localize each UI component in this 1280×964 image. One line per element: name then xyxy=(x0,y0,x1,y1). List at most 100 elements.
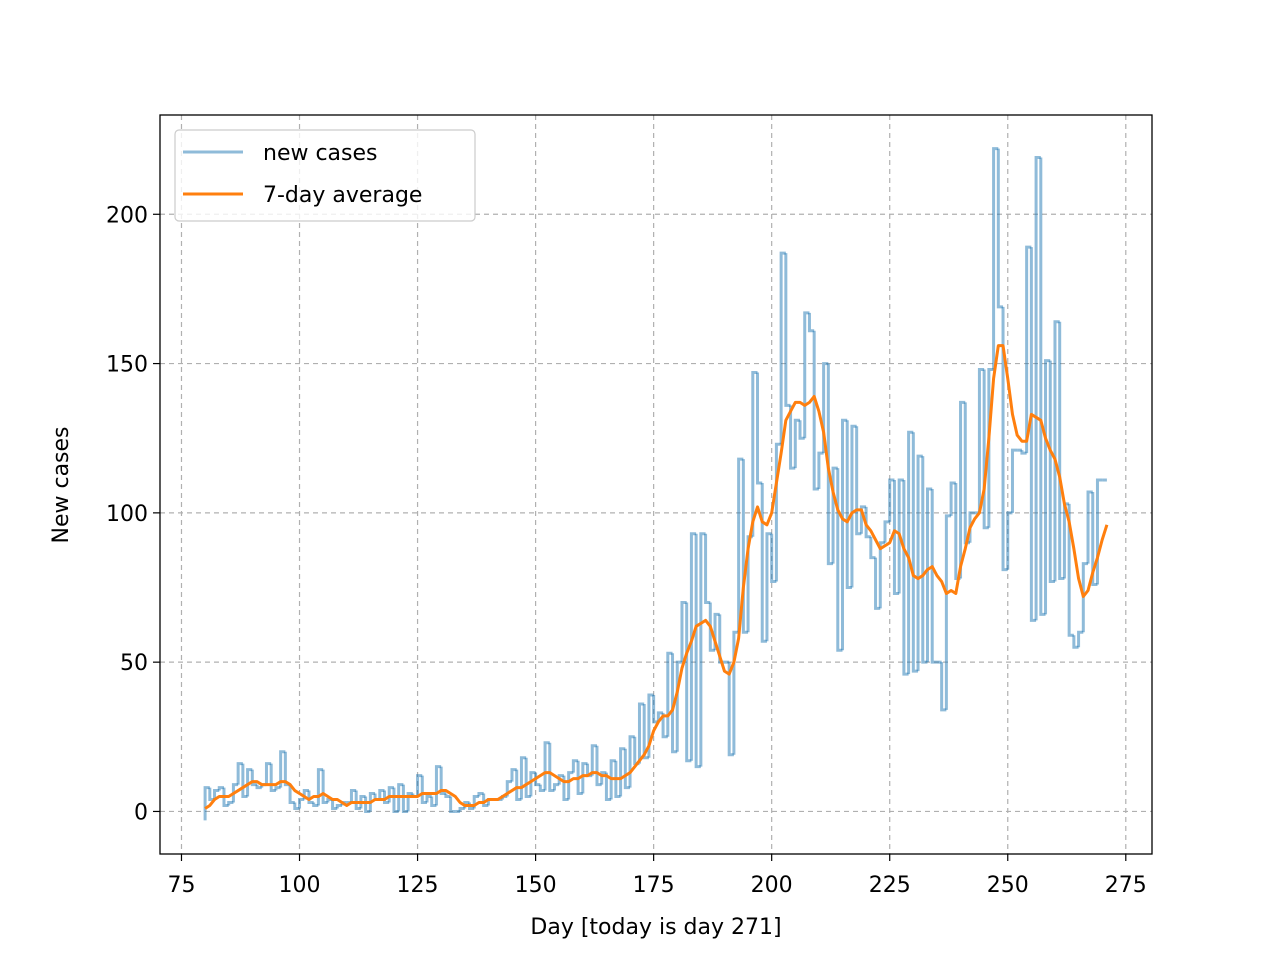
step-segment xyxy=(349,789,357,803)
step-segment xyxy=(543,741,550,791)
step-segment xyxy=(416,774,423,797)
step-segment xyxy=(751,371,758,537)
step-segment xyxy=(331,799,338,810)
x-axis-label: Day [today is day 271] xyxy=(530,915,781,940)
step-segment xyxy=(581,762,588,794)
step-segment xyxy=(519,756,527,800)
step-segment xyxy=(911,432,919,673)
step-segment xyxy=(279,750,286,788)
step-segment xyxy=(774,442,782,582)
step-segment xyxy=(1081,562,1089,633)
step-segment xyxy=(264,762,272,785)
step-segment xyxy=(298,798,305,809)
step-segment xyxy=(727,662,734,757)
legend-box xyxy=(174,129,476,222)
step-segment xyxy=(892,480,900,595)
x-tick-label: 75 xyxy=(167,873,195,898)
legend-label: new cases xyxy=(263,141,378,166)
x-tick-label: 125 xyxy=(397,873,439,898)
x-tick-label: 100 xyxy=(279,873,321,898)
step-segment xyxy=(515,769,522,802)
step-segment xyxy=(1025,245,1032,454)
step-segment xyxy=(213,789,220,800)
step-segment xyxy=(708,602,716,652)
step-segment xyxy=(255,784,262,790)
step-segment xyxy=(765,532,772,642)
step-segment xyxy=(916,454,923,672)
step-segment xyxy=(250,769,258,787)
step-segment xyxy=(1067,503,1074,637)
step-segment xyxy=(859,505,867,534)
ticks: 75 100 125 150 175 200 225 250 275 0 50 100 150 200 xyxy=(106,203,1147,898)
axes-frame xyxy=(159,114,1153,855)
step-segment xyxy=(850,424,857,588)
step-segment xyxy=(401,784,409,813)
plot-area xyxy=(203,147,1109,821)
step-segment xyxy=(510,768,517,782)
step-segment xyxy=(656,711,664,722)
step-segment xyxy=(789,405,796,470)
step-segment xyxy=(1058,321,1065,581)
step-segment xyxy=(505,780,512,797)
x-tick-label: 200 xyxy=(751,873,793,898)
step-segment xyxy=(609,759,616,800)
step-segment xyxy=(1010,448,1018,513)
step-segment xyxy=(619,747,626,797)
step-segment xyxy=(1039,157,1046,616)
step-segment xyxy=(217,786,224,791)
step-segment xyxy=(354,790,361,810)
step-segment xyxy=(883,520,890,543)
step-segment xyxy=(855,426,862,536)
step-segment xyxy=(321,769,328,804)
y-axis-label: New cases xyxy=(49,426,74,543)
x-tick-label: 250 xyxy=(987,873,1029,898)
step-segment xyxy=(944,514,952,710)
step-segment xyxy=(812,330,819,491)
step-segment xyxy=(430,796,437,807)
step-segment xyxy=(756,372,763,485)
y-tick-label: 50 xyxy=(120,651,148,676)
step-segment xyxy=(439,766,446,796)
y-tick-label: 0 xyxy=(134,800,148,825)
step-segment xyxy=(1020,450,1027,455)
step-segment xyxy=(529,771,536,797)
step-segment xyxy=(312,802,319,807)
step-segment xyxy=(671,653,678,754)
step-segment xyxy=(406,792,413,812)
step-segment xyxy=(793,418,801,469)
step-segment xyxy=(449,796,456,813)
step-segment xyxy=(803,311,810,439)
step-segment xyxy=(444,793,451,799)
step-segment xyxy=(222,787,229,807)
step-segment xyxy=(798,420,805,440)
step-segment xyxy=(1034,156,1041,621)
step-segment xyxy=(576,760,583,796)
y-tick-label: 200 xyxy=(106,203,148,228)
average-line xyxy=(204,344,1109,810)
step-segment xyxy=(826,363,834,566)
step-segment xyxy=(1053,320,1060,582)
step-segment xyxy=(246,768,253,797)
step-segment xyxy=(567,771,574,800)
step-segment xyxy=(227,800,234,806)
step-segment xyxy=(661,712,668,739)
step-segment xyxy=(831,466,838,564)
step-segment xyxy=(741,459,749,634)
step-segment xyxy=(699,532,706,767)
step-segment xyxy=(477,792,484,797)
step-segment xyxy=(293,802,300,810)
step-segment xyxy=(1077,630,1084,648)
step-segment xyxy=(760,483,767,643)
step-segment xyxy=(604,772,612,802)
step-segment xyxy=(784,253,791,407)
step-segment xyxy=(590,744,597,776)
step-segment xyxy=(307,790,314,804)
step-segment xyxy=(335,803,343,809)
legend-label: 7-day average xyxy=(263,183,422,208)
step-segment xyxy=(878,541,885,609)
step-segment xyxy=(241,763,248,799)
step-segment xyxy=(959,400,966,579)
step-segment xyxy=(1091,491,1098,587)
step-segment xyxy=(987,368,994,528)
